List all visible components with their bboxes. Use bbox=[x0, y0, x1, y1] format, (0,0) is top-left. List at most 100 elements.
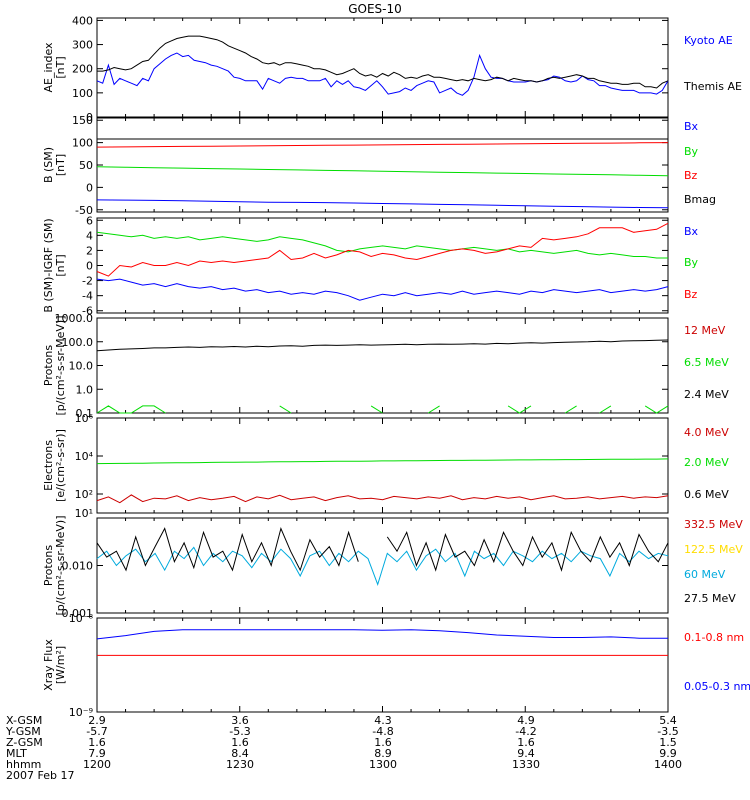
series-line-4-0-mev bbox=[96, 494, 669, 504]
footer-value: -4.8 bbox=[372, 725, 393, 738]
legend-entry: 2.0 MeV bbox=[684, 456, 729, 469]
legend-entry: Bmag bbox=[684, 193, 716, 206]
y-tick-label: -50 bbox=[75, 204, 93, 217]
footer-date: 2007 Feb 17 bbox=[6, 769, 74, 782]
panel-frame bbox=[96, 117, 669, 213]
chart-title: GOES-10 bbox=[348, 2, 402, 16]
series-line-27-5-mev bbox=[96, 526, 669, 572]
footer-value: 8.9 bbox=[374, 747, 392, 760]
series-line-60-mev bbox=[96, 546, 669, 586]
y-tick-label: 0.1 bbox=[76, 407, 94, 420]
footer-row-label: Z-GSM bbox=[6, 736, 43, 749]
y-tick-label: 300 bbox=[72, 39, 93, 52]
y-axis-unit: [e/(cm²-s-sr)] bbox=[54, 429, 67, 502]
y-tick-label: 2 bbox=[86, 244, 93, 257]
series-line-kyoto-ae bbox=[96, 52, 669, 96]
y-tick-label: 4 bbox=[86, 229, 93, 242]
footer-value: 3.6 bbox=[231, 714, 249, 727]
y-axis-unit: [nT] bbox=[54, 56, 67, 78]
y-tick-label: 100 bbox=[72, 137, 93, 150]
panel-frame bbox=[96, 417, 669, 514]
series-line-6-5-mev bbox=[96, 405, 669, 414]
y-tick-label: 0.001 bbox=[62, 607, 94, 620]
y-tick-label: 50 bbox=[79, 159, 93, 172]
y-tick-label: 0 bbox=[86, 181, 93, 194]
y-axis-label: Protons bbox=[42, 545, 55, 586]
series-line-bz bbox=[96, 142, 669, 148]
footer-row-label: MLT bbox=[6, 747, 27, 760]
y-tick-label: 200 bbox=[72, 63, 93, 76]
y-tick-label: 100.0 bbox=[62, 336, 94, 349]
legend-entry: 332.5 MeV bbox=[684, 518, 743, 531]
footer-value: -3.5 bbox=[657, 725, 678, 738]
footer-value: 9.9 bbox=[659, 747, 677, 760]
series-line-bx bbox=[96, 278, 669, 301]
footer-value: 1.6 bbox=[517, 736, 535, 749]
series-line-themis-ae bbox=[97, 35, 669, 89]
legend-entry: 27.5 MeV bbox=[684, 592, 736, 605]
y-tick-label: 10² bbox=[75, 488, 93, 501]
footer-row-label: Y-GSM bbox=[5, 725, 41, 738]
legend-entry: 12 MeV bbox=[684, 324, 726, 337]
footer-value: -5.3 bbox=[229, 725, 250, 738]
legend-entry: Bz bbox=[684, 169, 698, 182]
panel-frame bbox=[96, 17, 669, 118]
series-line-by bbox=[96, 166, 669, 177]
y-tick-label: 0 bbox=[86, 260, 93, 273]
panel-protons2 bbox=[96, 517, 669, 614]
legend-entry: Bz bbox=[684, 288, 698, 301]
panel-frame bbox=[96, 217, 669, 314]
y-axis-unit: [p/(cm²-s-sr-MeV)] bbox=[54, 316, 67, 416]
panel-frame bbox=[96, 617, 669, 713]
footer-value: -4.2 bbox=[515, 725, 536, 738]
series-line-2-4-mev bbox=[96, 339, 669, 352]
y-tick-label: 10⁶ bbox=[75, 412, 94, 425]
y-axis-unit: [p/(cm²-s-sr-MeV)] bbox=[54, 516, 67, 616]
panel-frame bbox=[96, 317, 669, 414]
footer-value: 1.6 bbox=[374, 736, 392, 749]
legend-entry: 4.0 MeV bbox=[684, 426, 729, 439]
panel-electrons bbox=[96, 417, 669, 514]
panel-xray bbox=[96, 617, 669, 713]
y-tick-label: -4 bbox=[82, 290, 93, 303]
y-tick-label: 10¹ bbox=[75, 507, 93, 520]
panel-bigrf bbox=[96, 217, 669, 314]
y-axis-label: B (SM) bbox=[42, 147, 55, 183]
legend-entry: 6.5 MeV bbox=[684, 356, 729, 369]
footer-value: 1400 bbox=[654, 758, 682, 771]
footer-value: 1300 bbox=[369, 758, 397, 771]
legend-entry: 0.6 MeV bbox=[684, 488, 729, 501]
y-axis-unit: [nT] bbox=[54, 254, 67, 276]
footer-value: -5.7 bbox=[86, 725, 107, 738]
footer-value: 8.4 bbox=[231, 747, 249, 760]
y-tick-label: 400 bbox=[72, 14, 93, 27]
legend-entry: Bx bbox=[684, 225, 699, 238]
footer-row-label: hhmm bbox=[6, 758, 41, 771]
series-line-0-05-0-3-nm bbox=[96, 629, 668, 640]
legend-entry: 0.1-0.8 nm bbox=[684, 631, 744, 644]
footer-value: 1.6 bbox=[88, 736, 106, 749]
legend-entry: Kyoto AE bbox=[684, 34, 733, 47]
y-axis-unit: [nT] bbox=[54, 154, 67, 176]
y-tick-label: 1.0 bbox=[76, 383, 94, 396]
legend-entry: 122.5 MeV bbox=[684, 543, 743, 556]
legend-entry: By bbox=[684, 145, 699, 158]
y-axis-unit: [W/m²] bbox=[54, 646, 67, 684]
legend-entry: 0.05-0.3 nm bbox=[684, 680, 750, 693]
y-axis-label: AE_index bbox=[42, 42, 55, 93]
y-tick-label: 10⁴ bbox=[75, 450, 94, 463]
footer-value: 7.9 bbox=[88, 747, 106, 760]
legend-entry: Themis AE bbox=[683, 80, 742, 93]
y-tick-label: 150 bbox=[72, 114, 93, 127]
y-tick-label: 6 bbox=[86, 214, 93, 227]
series-line-2-0-mev bbox=[96, 458, 669, 465]
y-tick-label: 10⁻⁹ bbox=[69, 706, 93, 719]
footer-value: 4.3 bbox=[374, 714, 392, 727]
y-tick-label: 100 bbox=[72, 87, 93, 100]
y-tick-label: 1000.0 bbox=[55, 312, 94, 325]
panel-frame bbox=[96, 517, 669, 614]
series-line-bz bbox=[96, 222, 669, 277]
y-axis-label: Protons bbox=[42, 345, 55, 386]
footer-value: 1.5 bbox=[659, 736, 677, 749]
